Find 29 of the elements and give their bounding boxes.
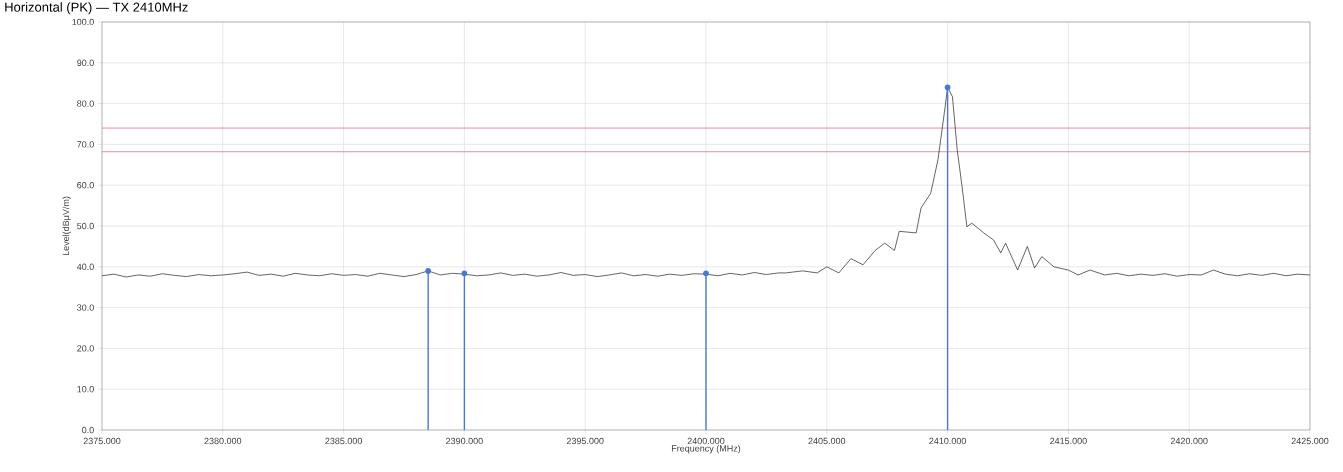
- y-tick-label: 50.0: [77, 222, 94, 230]
- x-tick-label: 2420.000: [1170, 437, 1208, 445]
- x-tick-label: 2405.000: [808, 437, 846, 445]
- x-tick-label: 2385.000: [325, 437, 363, 445]
- x-tick-label: 2390.000: [446, 437, 483, 445]
- y-tick-label: 30.0: [77, 304, 94, 311]
- y-tick-label: 20.0: [77, 345, 94, 352]
- y-tick-label: 40.0: [76, 263, 94, 270]
- x-tick-label: 2375.000: [83, 437, 121, 445]
- y-tick-label: 80.0: [77, 100, 94, 107]
- y-tick-label: 10.0: [77, 386, 94, 393]
- x-tick-label: 2410.000: [929, 437, 966, 445]
- chart-title: Horizontal (PK) — TX 2410MHz: [5, 2, 188, 15]
- y-tick-label: 90.0: [77, 59, 94, 66]
- y-tick-label: 60.0: [77, 182, 94, 189]
- y-tick-label: 70.0: [77, 141, 94, 148]
- x-axis-title: Frequency (MHz): [671, 444, 741, 454]
- point: [703, 270, 709, 277]
- point: [944, 84, 951, 91]
- x-tick-label: 2380.000: [204, 437, 242, 445]
- y-axis-title: Level(dBμV/m): [62, 196, 71, 256]
- x-tick-label: 2415.000: [1050, 437, 1087, 445]
- x-tick-label: 2400.000: [687, 437, 725, 445]
- x-tick-label: 2395.000: [566, 437, 604, 445]
- y-tick-label: 0.0: [82, 426, 94, 434]
- x-tick-label: 2425.000: [1291, 437, 1329, 445]
- y-tick-label: 100.0: [72, 18, 94, 26]
- point: [425, 267, 432, 274]
- point: [461, 270, 468, 277]
